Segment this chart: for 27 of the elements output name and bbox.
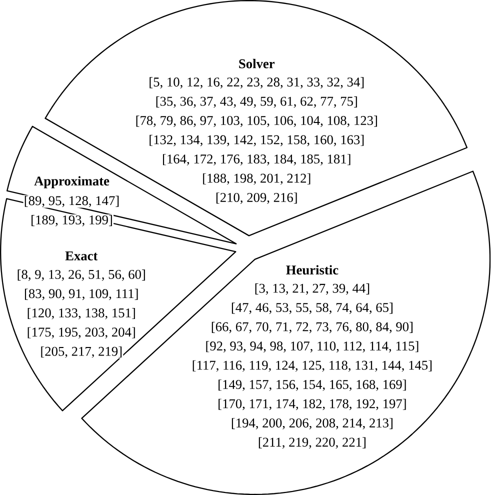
text: [8, 9, 13, 26, 51, 56, 60]: [18, 270, 146, 281]
text: [164, 172, 176, 183, 184, 185, 181]: [163, 154, 350, 166]
text: [189, 193, 199]: [32, 215, 112, 226]
text: [35, 36, 37, 43, 49, 59, 61, 62, 77, 75]: [156, 96, 358, 108]
text: [47, 46, 53, 55, 58, 74, 64, 65]: [232, 302, 393, 314]
text: [89, 95, 128, 147]: [25, 196, 119, 208]
slice-label: Approximate: [34, 176, 110, 188]
text: [210, 209, 216]: [216, 192, 298, 204]
text: [211, 219, 220, 221]: [259, 437, 366, 449]
text: [149, 157, 156, 154, 165, 168, 169]: [218, 380, 406, 391]
text: [3, 13, 21, 27, 39, 44]: [256, 283, 370, 295]
text: [175, 195, 203, 204]: [28, 327, 136, 339]
text: [132, 134, 139, 142, 152, 158, 160, 163]: [150, 134, 364, 146]
text: [78, 79, 86, 97, 103, 105, 106, 104, 108, 123]: [136, 116, 378, 127]
text: [205, 217, 219]: [41, 346, 122, 358]
text: [170, 171, 174, 182, 178, 192, 197]: [218, 398, 406, 410]
text: [188, 198, 201, 212]: [203, 173, 310, 185]
text: [83, 90, 91, 109, 111]: [25, 288, 138, 300]
slice-label: Solver: [239, 58, 275, 68]
text: [92, 93, 94, 98, 107, 110, 112, 114, 115]: [206, 341, 418, 352]
text: [194, 200, 206, 208, 214, 213]: [232, 418, 393, 430]
text: [117, 116, 119, 124, 125, 118, 131, 144, 145]: [193, 360, 432, 372]
slice-label: Exact: [65, 252, 98, 260]
slice-label: Heuristic: [286, 265, 338, 275]
text: [66, 67, 70, 71, 72, 73, 76, 80, 84, 90]: [212, 322, 413, 334]
text: [120, 133, 138, 151]: [28, 308, 136, 320]
text: [5, 10, 12, 16, 22, 23, 28, 31, 33, 32, 34]: [150, 77, 364, 88]
